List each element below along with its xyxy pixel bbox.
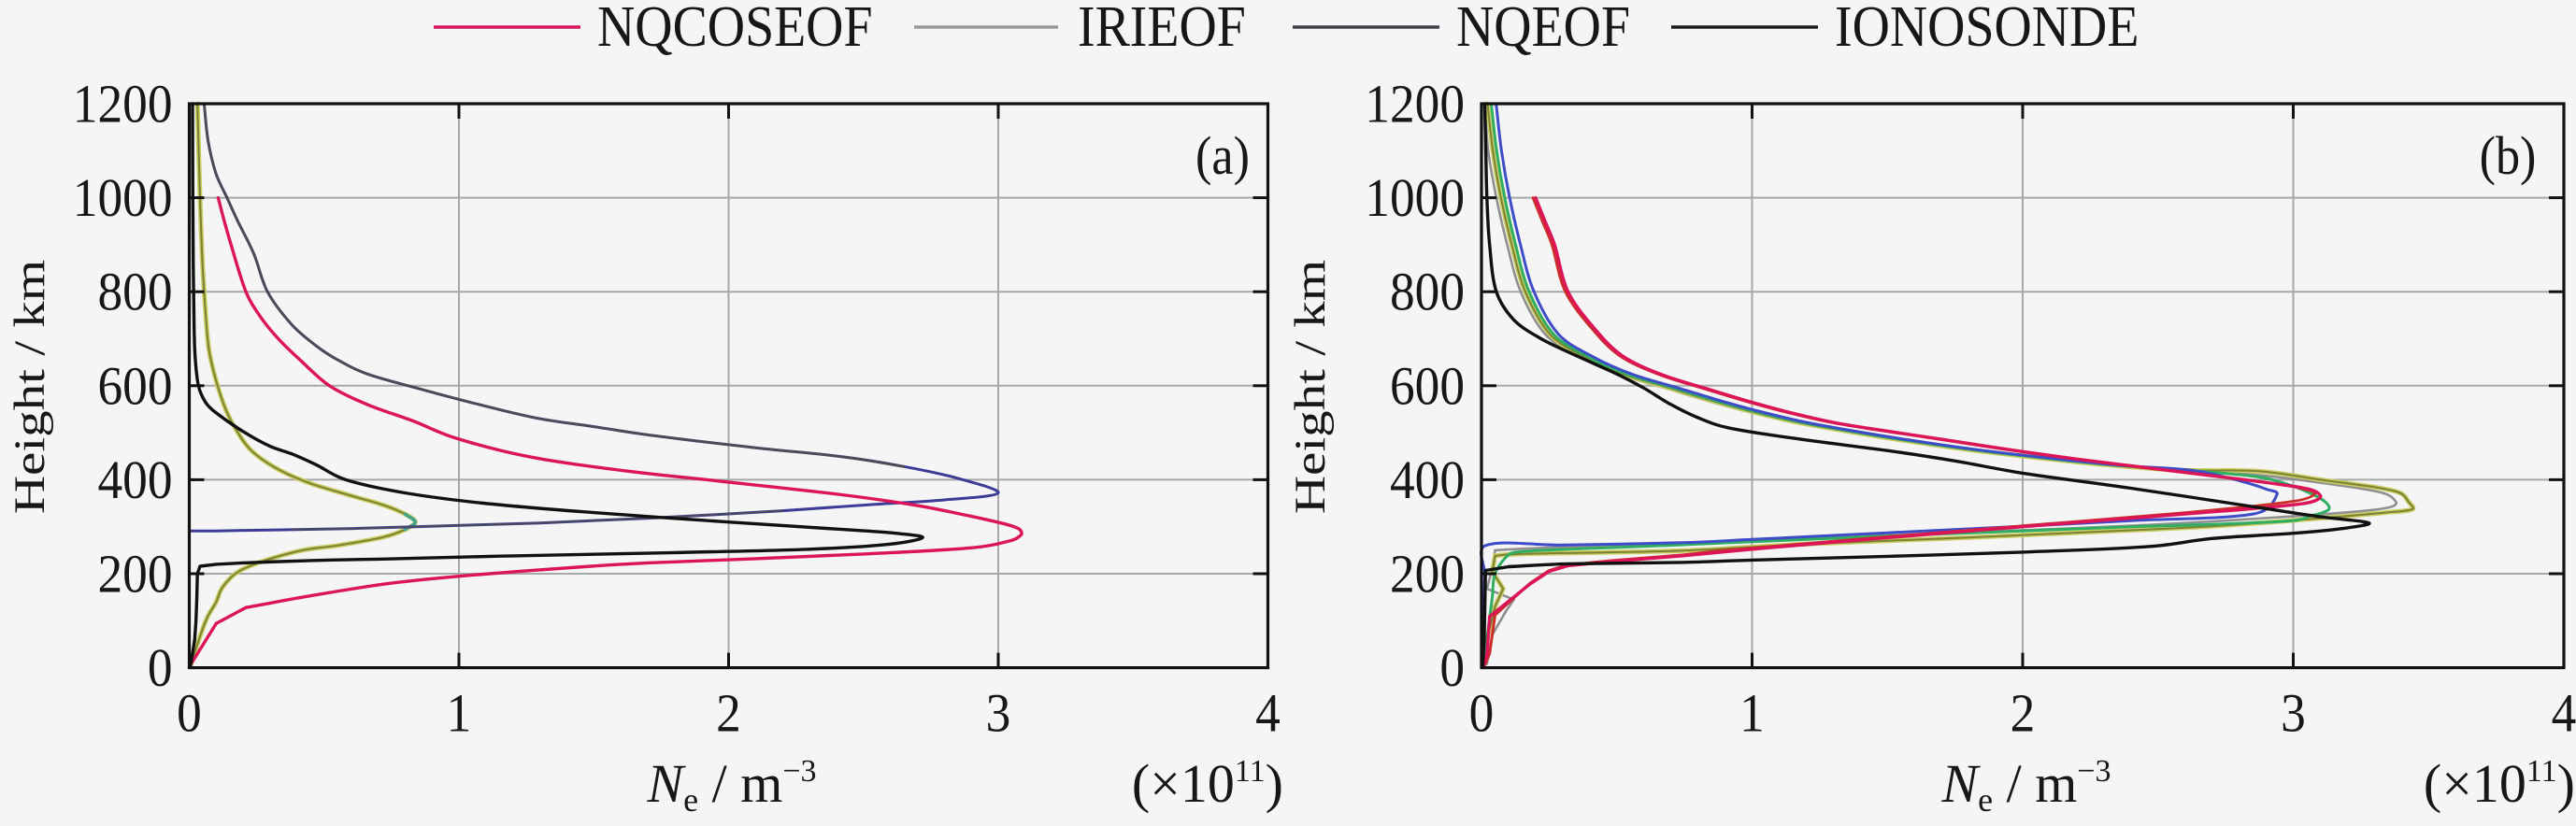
svg-text:200: 200 [97,545,172,605]
svg-text:(b): (b) [2480,125,2537,185]
svg-text:1200: 1200 [1365,75,1465,135]
svg-text:NQCOSEOF: NQCOSEOF [597,0,873,59]
svg-text:200: 200 [1390,545,1465,605]
svg-text:(×1011): (×1011) [2424,753,2575,814]
svg-text:1200: 1200 [73,75,173,135]
svg-text:Height / km: Height / km [7,260,54,514]
svg-text:(×1011): (×1011) [1132,753,1283,814]
svg-text:800: 800 [1390,263,1465,323]
svg-text:2: 2 [716,684,741,745]
svg-text:3: 3 [986,684,1011,745]
svg-text:0: 0 [1469,684,1495,745]
svg-text:Ne / m−3: Ne / m−3 [1940,753,2111,819]
svg-text:0: 0 [177,684,202,745]
svg-text:(a): (a) [1195,125,1250,185]
svg-text:4: 4 [1255,684,1281,745]
svg-text:800: 800 [97,263,172,323]
svg-text:1: 1 [1739,684,1765,745]
svg-text:1000: 1000 [1365,168,1465,229]
svg-text:0: 0 [148,638,173,699]
svg-text:Ne / m−3: Ne / m−3 [646,753,816,819]
svg-text:2: 2 [2011,684,2036,745]
svg-text:1000: 1000 [73,168,173,229]
svg-text:IRIEOF: IRIEOF [1078,0,1246,59]
svg-text:3: 3 [2281,684,2306,745]
svg-text:Height / km: Height / km [1287,260,1335,514]
svg-text:600: 600 [97,356,172,417]
svg-text:400: 400 [1390,450,1465,511]
svg-text:IONOSONDE: IONOSONDE [1835,0,2139,59]
svg-text:0: 0 [1439,638,1465,699]
svg-text:4: 4 [2552,684,2576,745]
svg-text:1: 1 [447,684,472,745]
svg-text:400: 400 [97,450,172,511]
svg-text:NQEOF: NQEOF [1456,0,1630,59]
svg-text:600: 600 [1390,356,1465,417]
